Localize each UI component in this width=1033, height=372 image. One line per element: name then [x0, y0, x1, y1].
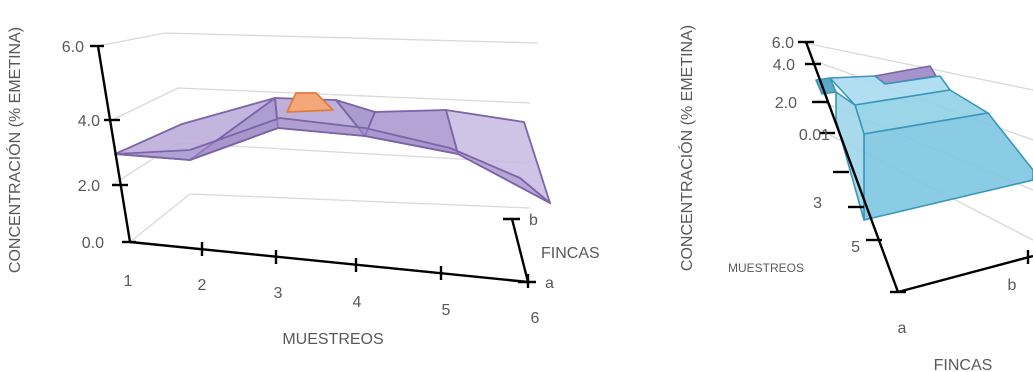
left-y-axis: [90, 44, 136, 244]
surface-front-edge: [114, 117, 551, 204]
x-tick-label: 2: [198, 277, 207, 294]
surface-patch-3: [863, 112, 1033, 221]
z-axis-title: FINCAS: [541, 245, 600, 262]
right-y-tick-labels: 6.0 4.0 2.0 0.01: [772, 35, 830, 144]
z-axis-title: MUESTREOS: [728, 261, 804, 275]
x-tick-label: 6: [531, 310, 540, 327]
z-tick-label: 5: [851, 239, 860, 256]
surface-patch-left: [835, 91, 865, 221]
right-z-tick-labels: 3 5: [813, 195, 860, 256]
x-axis-title: FINCAS: [934, 357, 993, 372]
y-axis-title: CONCENTRACIÓN (% EMETINA): [5, 27, 24, 273]
x-axis-line: [129, 240, 529, 284]
right-y-axis: [798, 40, 906, 294]
y-tick-label: 6.0: [772, 35, 794, 52]
x-tick-label: 4: [353, 294, 362, 311]
y-tick-label: 0.0: [82, 235, 104, 252]
x-tick-label: 3: [274, 285, 283, 302]
y-axis-title: CONCENTRACIÓN (% EMETINA): [677, 25, 696, 271]
chart-right: 6.0 4.0 2.0 0.01 3 5 MUESTREOS CONCENTRA…: [677, 25, 1033, 372]
x-axis-title: MUESTREOS: [282, 331, 383, 348]
left-surface: [114, 92, 551, 204]
left-gridlines: [97, 32, 539, 243]
surface-peak: [286, 92, 334, 113]
y-tick-label: 4.0: [773, 57, 795, 74]
gridline-6: [97, 32, 539, 47]
y-tick-label: 4.0: [78, 113, 100, 130]
left-y-tick-labels: 6.0 4.0 2.0 0.0: [62, 39, 104, 252]
gridline-4: [111, 87, 531, 121]
left-x-axis: [129, 240, 530, 288]
z-tick-label: b: [529, 212, 538, 229]
right-x-axis: [897, 250, 1033, 294]
y-tick-label: 6.0: [62, 39, 84, 56]
z-axis-line: [510, 218, 530, 283]
chart-left: 6.0 4.0 2.0 0.0 CONCENTRACIÓN (% EMETINA…: [5, 27, 600, 348]
y-tick-label: 2.0: [775, 95, 797, 112]
y-tick-label: 0.01: [799, 127, 830, 144]
x-tick-label: 5: [442, 302, 451, 319]
x-tick-label: 1: [124, 273, 133, 290]
z-tick-label: 3: [813, 195, 822, 212]
x-axis-line: [897, 254, 1033, 294]
x-tick-label: b: [1008, 277, 1017, 294]
gridline-6: [799, 41, 1033, 91]
gridline-0: [129, 193, 531, 243]
y-tick-label: 2.0: [78, 178, 100, 195]
y-axis-line: [804, 41, 900, 293]
y-axis-line: [96, 45, 132, 243]
x-tick-label: a: [898, 320, 907, 337]
left-z-axis: [503, 217, 536, 284]
left-x-tick-labels: 1 2 3 4 5 6: [124, 273, 540, 327]
right-surface: [815, 65, 1033, 221]
z-tick-label: a: [545, 275, 554, 292]
